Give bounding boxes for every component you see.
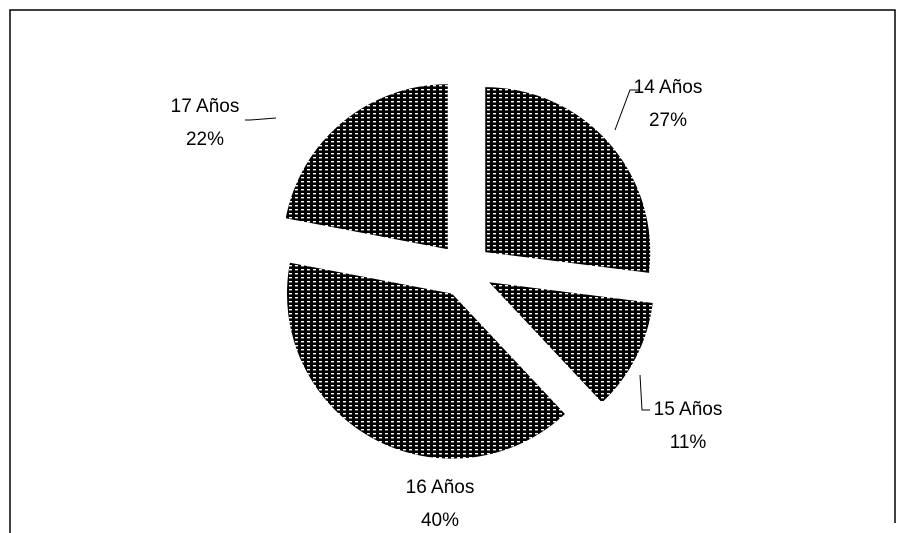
slice-label: 17 Años [171,96,240,117]
slice-label: 14 Años [634,77,703,98]
pie-slice [489,282,653,403]
pie-slice [285,84,448,250]
slice-value-label: 27% [649,110,687,131]
leader-line [639,374,650,411]
chart-border [9,9,896,533]
leader-line [614,89,640,131]
slice-value-label: 11% [670,432,707,453]
slice-label: 16 Años [406,477,475,498]
slice-label: 15 Años [654,399,723,420]
pie-slice [286,262,565,459]
leader-line [245,117,277,121]
slice-value-label: 22% [186,129,224,150]
slice-value-label: 40% [421,510,459,531]
pie-slice [485,87,651,273]
